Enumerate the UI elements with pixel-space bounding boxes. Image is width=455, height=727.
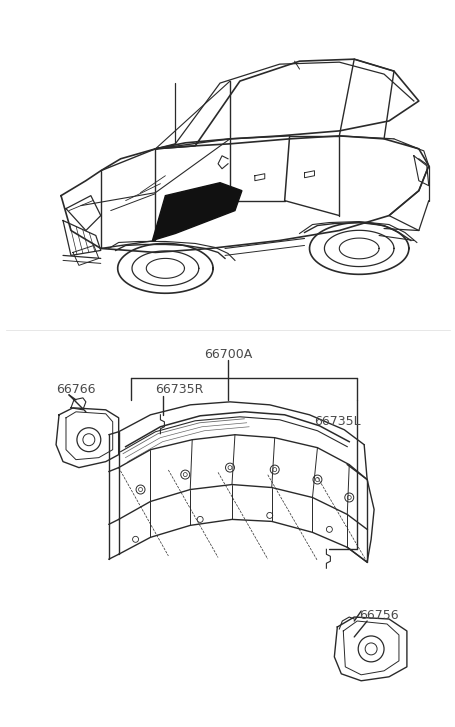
Polygon shape — [152, 182, 242, 241]
Text: 66756: 66756 — [359, 609, 398, 622]
Text: 66735L: 66735L — [314, 415, 360, 427]
Text: 66735R: 66735R — [155, 383, 203, 396]
Text: 66700A: 66700A — [203, 348, 252, 361]
Text: 66766: 66766 — [56, 383, 96, 396]
